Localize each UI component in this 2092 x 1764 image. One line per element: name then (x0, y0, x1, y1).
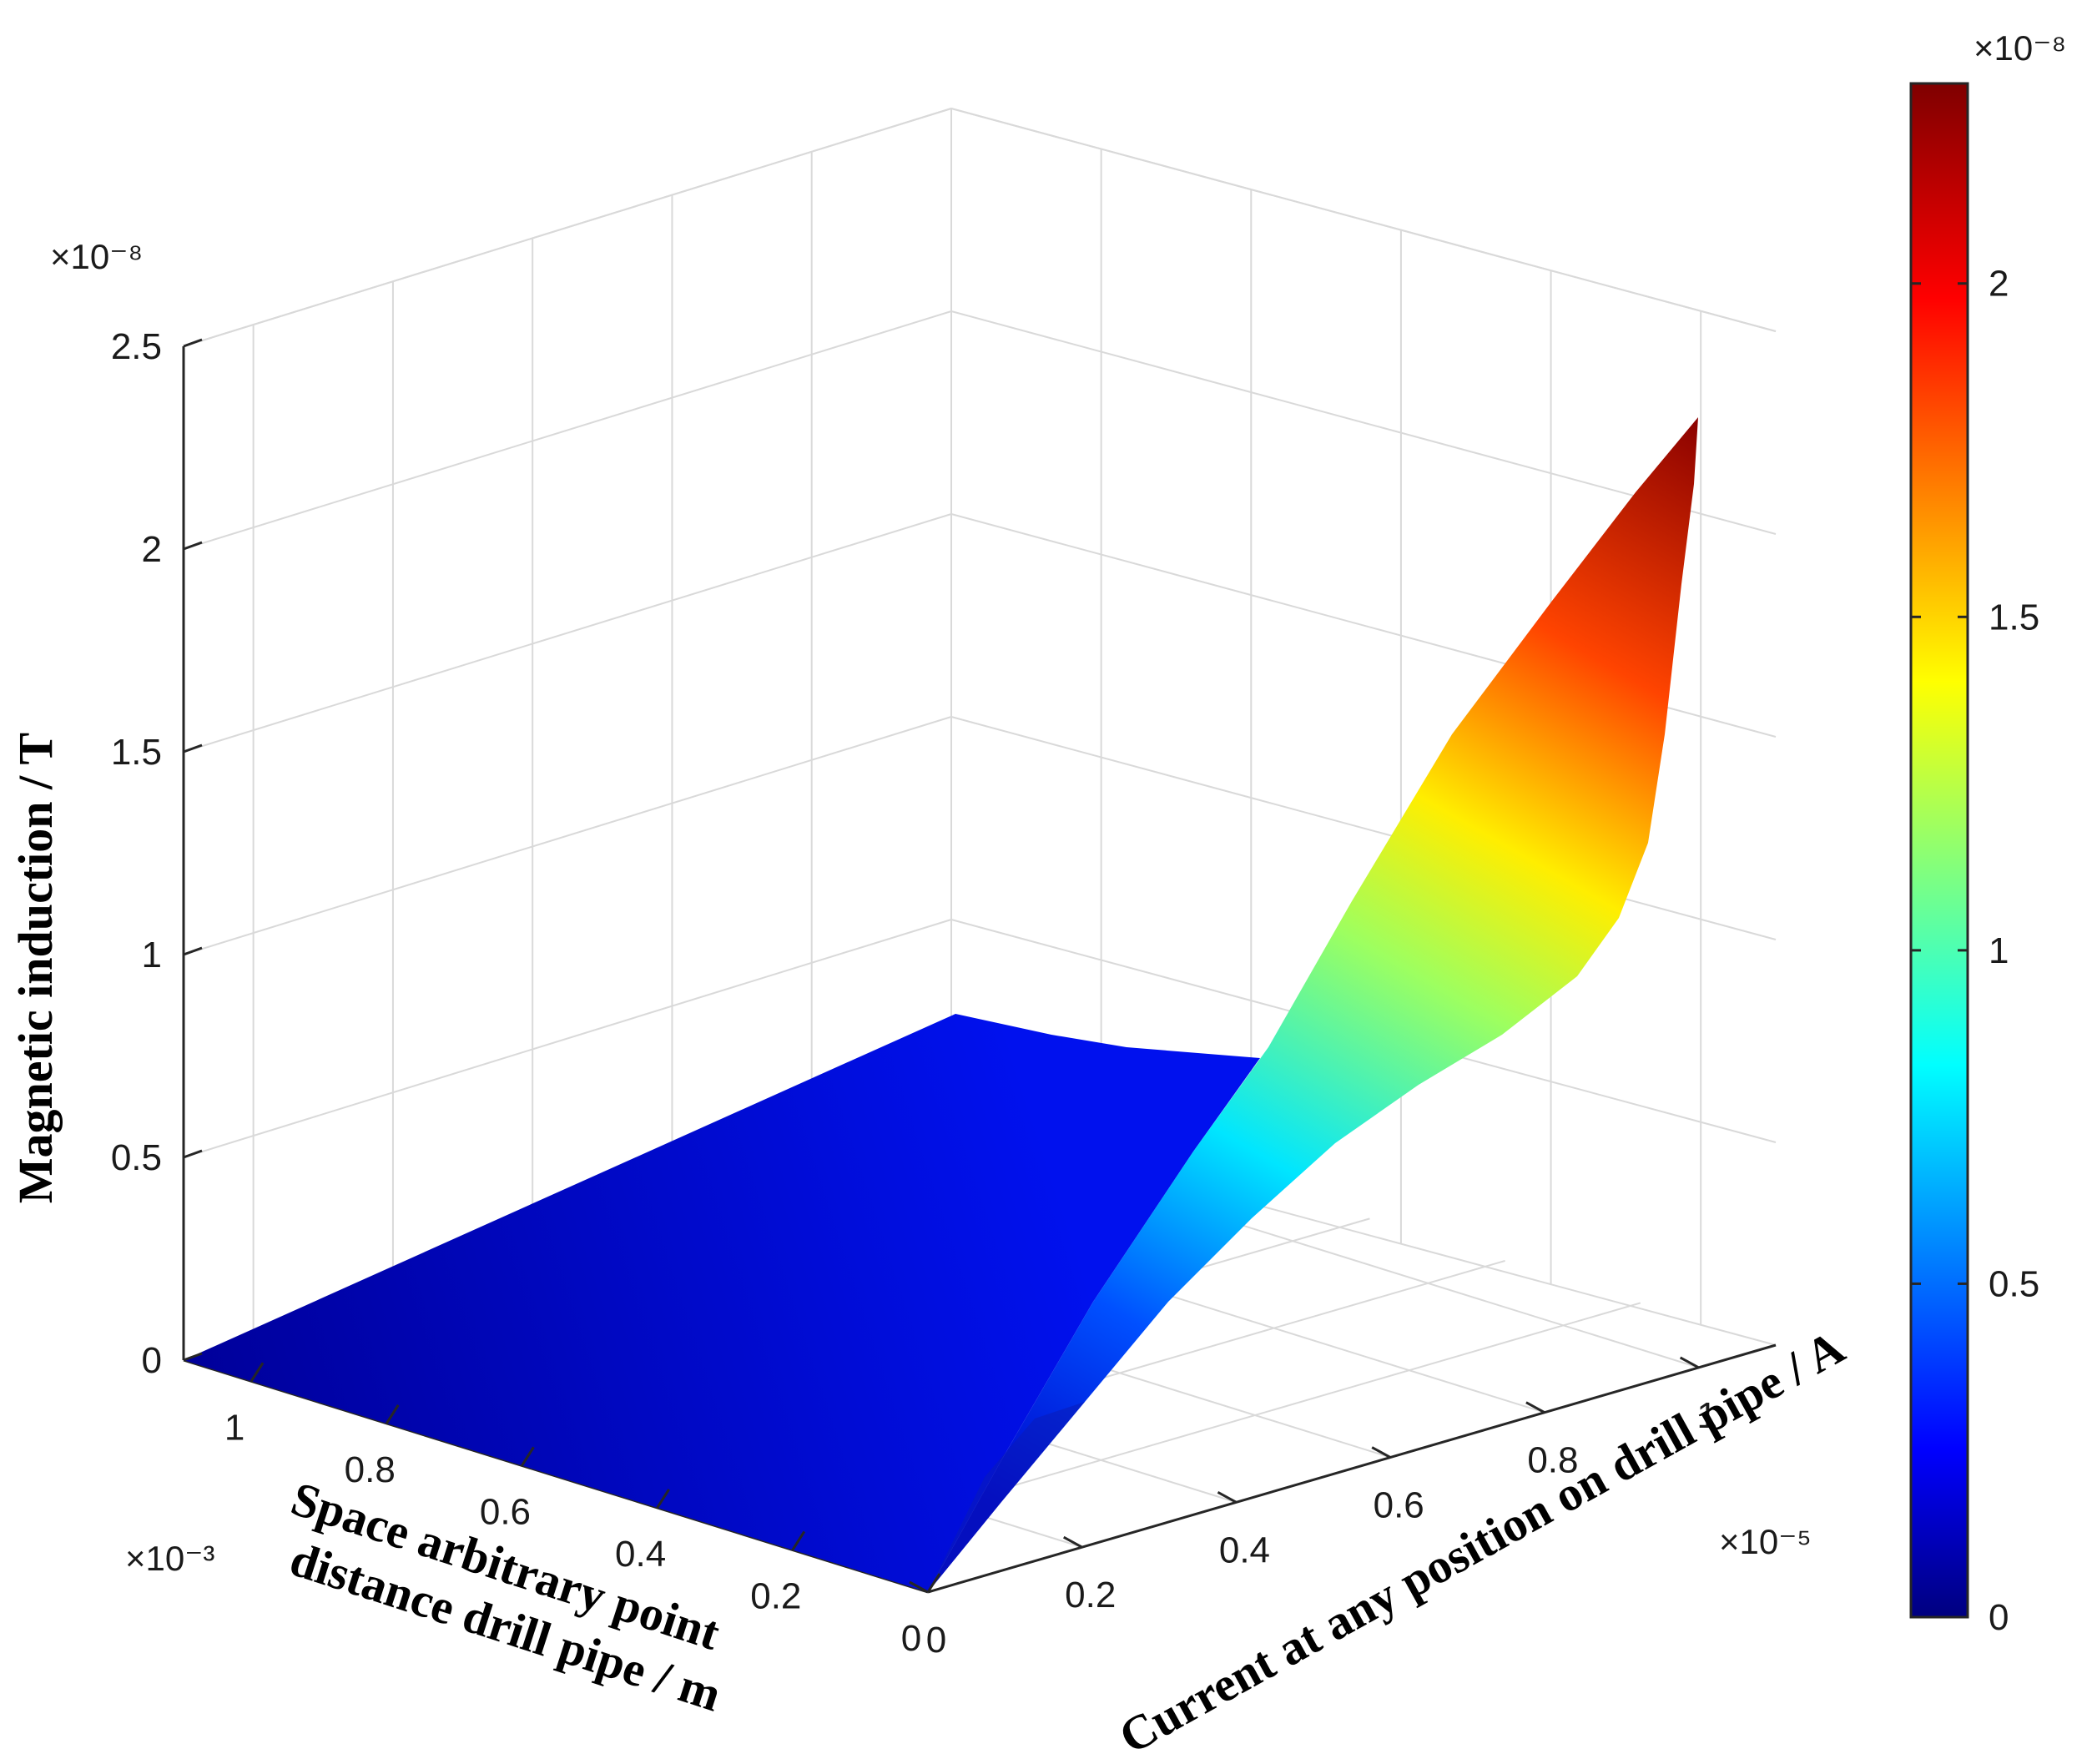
z-tick-label: 1.5 (111, 732, 162, 773)
z-tick-mark (183, 743, 203, 753)
x-axis-line (927, 1343, 1777, 1594)
top-edge (183, 108, 952, 347)
colorbar-tick-label: 0 (1989, 1597, 2009, 1638)
colorbar-tick-label: 1.5 (1989, 597, 2039, 638)
colorbar-tick-label: 1 (1989, 930, 2009, 971)
colorbar: 0 0.5 1 1.5 2 ×10⁻⁸ (1909, 28, 2066, 1638)
y-tick-mark (926, 1573, 941, 1593)
surface-flat-region (184, 1014, 1260, 1592)
z-exponent: ×10⁻⁸ (50, 237, 143, 276)
x-tick-mark (1063, 1535, 1083, 1549)
colorbar-tick-label: 0.5 (1989, 1263, 2039, 1304)
z-gridline (183, 919, 952, 1158)
z-tick-mark (183, 1352, 203, 1362)
y-exponent: ×10⁻³ (125, 1539, 214, 1578)
surface-rising-region (928, 417, 1698, 1592)
colorbar-frame (1909, 82, 1969, 1619)
x-tick-label: 0.6 (1374, 1485, 1424, 1526)
x-tick-mark (1679, 1356, 1700, 1369)
x-tick-mark (909, 1580, 929, 1594)
y-axis-ticks: 0 0.2 0.4 0.6 0.8 1 (224, 1362, 941, 1659)
colorbar-tick-label: 2 (1989, 264, 2009, 305)
x-tick-mark (1525, 1401, 1545, 1414)
z-tick-label: 2.5 (111, 326, 162, 367)
x-tick-label: 1 (1696, 1395, 1716, 1436)
x-tick-mark (1371, 1446, 1391, 1459)
z-tick-label: 2 (142, 529, 162, 570)
y-tick-label: 0.2 (750, 1575, 801, 1616)
y-tick-mark (250, 1362, 265, 1383)
y-tick-label: 0.4 (615, 1534, 666, 1575)
y-tick-label: 0.6 (480, 1491, 531, 1532)
z-gridline (183, 310, 952, 550)
top-edge (950, 108, 1777, 332)
z-gridline (950, 716, 1777, 940)
z-tick-mark (183, 338, 203, 348)
z-tick-mark (183, 946, 203, 956)
z-tick-mark (183, 541, 203, 551)
x-tick-label: 0.8 (1527, 1440, 1578, 1481)
z-axis-label: Magnetic induction / T (8, 733, 63, 1203)
y-tick-mark (521, 1446, 535, 1467)
z-tick-label: 1 (142, 935, 162, 975)
y-tick-label: 0.8 (345, 1449, 396, 1490)
y-tick-label: 1 (224, 1407, 244, 1448)
x-tick-label: 0.2 (1065, 1575, 1116, 1615)
x-axis-ticks: 0 0.2 0.4 0.6 0.8 1 (909, 1356, 1717, 1661)
colorbar-exponent: ×10⁻⁸ (1974, 28, 2066, 68)
x-exponent: ×10⁻⁵ (1719, 1522, 1812, 1561)
x-tick-label: 0 (926, 1620, 946, 1661)
x-tick-label: 0.4 (1219, 1530, 1270, 1570)
surface-plot (184, 417, 1698, 1592)
y-tick-mark (656, 1489, 670, 1509)
z-tick-mark (183, 1149, 203, 1159)
z-axis-ticks: 0 0.5 1 1.5 2 2.5 (111, 326, 203, 1381)
colorbar-ticks: 0 0.5 1 1.5 2 (1911, 264, 2039, 1638)
z-tick-label: 0.5 (111, 1137, 162, 1178)
y-tick-label: 0 (901, 1618, 921, 1659)
z-gridline (183, 513, 952, 753)
x-tick-mark (1217, 1491, 1238, 1504)
y-tick-mark (386, 1404, 400, 1424)
z-tick-label: 0 (142, 1340, 162, 1381)
z-gridline (183, 716, 952, 955)
colorbar-gradient (1911, 83, 1968, 1617)
y-tick-mark (791, 1530, 806, 1551)
